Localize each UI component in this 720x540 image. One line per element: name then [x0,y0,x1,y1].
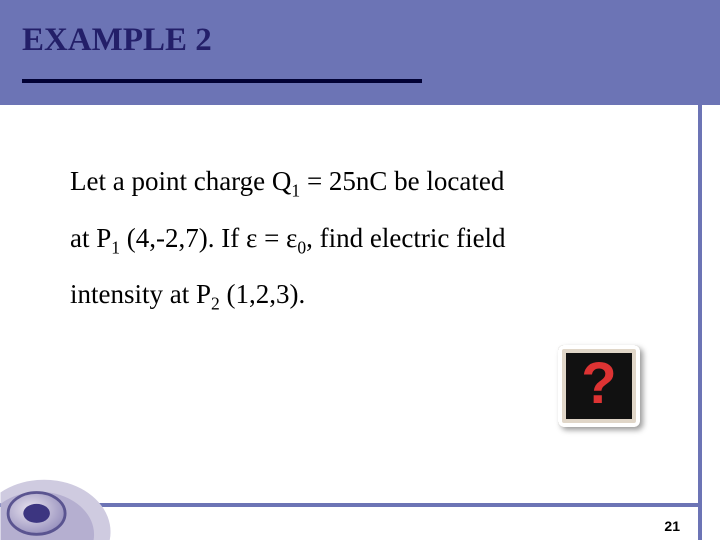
text: intensity at P [70,279,211,309]
subscript: 1 [291,180,300,200]
body-line-1: Let a point charge Q1 = 25nC be located [70,153,660,210]
body-line-3: intensity at P2 (1,2,3). [70,266,660,323]
qmark-glyph: ? [581,350,616,417]
body-line-2: at P1 (4,-2,7). If ε = ε0, find electric… [70,210,660,267]
header-bar: EXAMPLE 2 [0,0,720,105]
subscript: 1 [111,237,120,257]
text: = 25nC be located [300,166,504,196]
text: , find electric field [306,223,505,253]
right-vertical-rule [698,0,702,540]
title-underline [22,79,422,83]
slide-title: EXAMPLE 2 [22,22,720,59]
text: Let a point charge Q [70,166,291,196]
text: (1,2,3). [220,279,305,309]
page-number: 21 [664,518,680,534]
corner-logo-icon [0,445,115,540]
question-mark-icon: ? [558,345,640,427]
body-text: Let a point charge Q1 = 25nC be located … [0,105,720,323]
text: (4,-2,7). If ε = ε [120,223,297,253]
subscript: 2 [211,294,220,314]
subscript: 0 [297,237,306,257]
text: at P [70,223,111,253]
